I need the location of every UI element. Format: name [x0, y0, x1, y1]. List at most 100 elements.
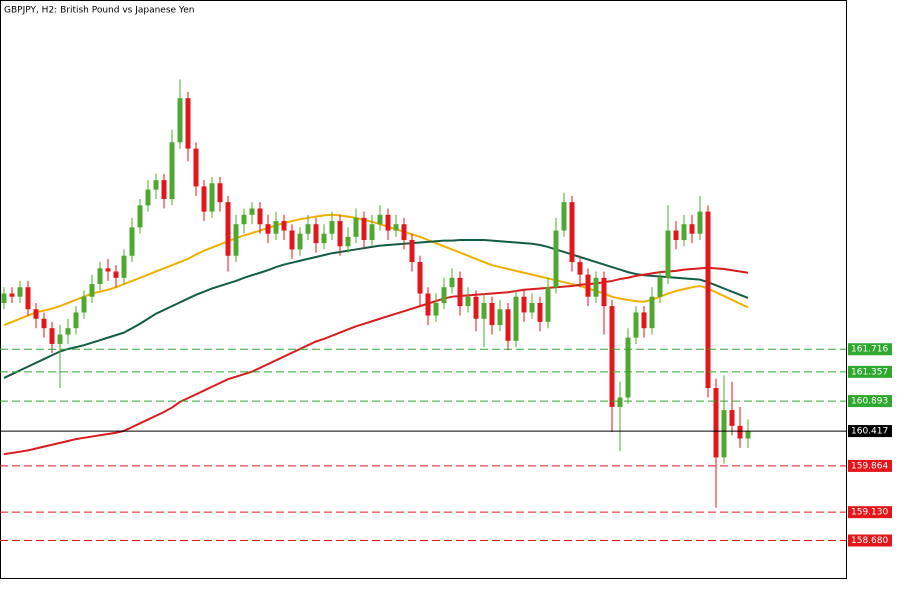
level-label: 160.893	[851, 397, 888, 407]
candle-body	[385, 214, 391, 231]
candle-body	[25, 287, 31, 310]
candle-body	[625, 337, 631, 398]
candle-body	[649, 296, 655, 329]
candle-body	[369, 224, 375, 240]
candle-body	[401, 224, 407, 240]
candle-body	[729, 410, 735, 426]
candle-body	[481, 302, 487, 319]
candle-body	[681, 224, 687, 240]
candle-body	[521, 296, 527, 313]
candle-body	[177, 98, 183, 143]
candle-body	[97, 268, 103, 285]
candle-body	[697, 211, 703, 234]
candle-body	[345, 236, 351, 247]
candle-body	[121, 255, 127, 278]
candle-body	[361, 217, 367, 240]
candle-body	[193, 148, 199, 187]
moving-average-line	[3, 238, 749, 379]
candle-body	[585, 274, 591, 297]
candle-body	[217, 183, 223, 203]
candle-body	[457, 277, 463, 307]
candle-body	[305, 224, 311, 234]
candle-body	[201, 186, 207, 212]
candle-body	[169, 142, 175, 200]
level-label: 159.130	[851, 508, 888, 518]
candle-body	[641, 312, 647, 329]
candle-body	[249, 208, 255, 215]
candle-body	[505, 309, 511, 341]
candle-body	[313, 224, 319, 244]
level-label-box	[848, 395, 892, 408]
candle-body	[353, 217, 359, 237]
candle-body	[609, 306, 615, 407]
level-label-box	[848, 425, 892, 438]
candle-body	[745, 431, 751, 439]
candle-body	[577, 262, 583, 275]
candle-body	[441, 287, 447, 303]
candle-body	[49, 328, 55, 344]
candle-body	[73, 312, 79, 329]
candle-body	[657, 277, 663, 297]
chart-title: GBPJPY, H2: British Pound vs Japanese Ye…	[4, 6, 194, 16]
candle-body	[337, 221, 343, 247]
candle-body	[145, 189, 151, 206]
candle-body	[1, 293, 7, 303]
candle-body	[161, 180, 167, 200]
candle-body	[665, 230, 671, 278]
candle-body	[633, 312, 639, 338]
candle-body	[241, 214, 247, 225]
candle-body	[529, 302, 535, 313]
candle-body	[473, 296, 479, 319]
level-label-box	[848, 343, 892, 356]
level-label-box	[848, 506, 892, 519]
candle-body	[9, 293, 15, 297]
level-label: 159.864	[851, 461, 888, 471]
candle-body	[721, 410, 727, 458]
candle-body	[105, 268, 111, 272]
candle-body	[273, 221, 279, 234]
candle-body	[129, 227, 135, 256]
candle-body	[465, 296, 471, 307]
moving-average-line	[3, 213, 749, 326]
candle-body	[425, 293, 431, 316]
candle-body	[153, 180, 159, 190]
candle-body	[209, 183, 215, 212]
candle-body	[553, 230, 559, 288]
candle-body	[329, 221, 335, 234]
candle-body	[433, 302, 439, 316]
candle-body	[113, 271, 119, 278]
candle-body	[689, 224, 695, 234]
candle-body	[449, 277, 455, 288]
candle-body	[233, 224, 239, 256]
candle-body	[561, 202, 567, 231]
candle-body	[489, 302, 495, 326]
level-label: 158.680	[851, 536, 888, 546]
candle-body	[673, 230, 679, 240]
candle-body	[185, 98, 191, 149]
level-label-box	[848, 365, 892, 378]
moving-average-line	[3, 266, 749, 456]
candle-body	[137, 205, 143, 228]
candle-body	[257, 208, 263, 225]
candle-body	[65, 328, 71, 335]
candle-body	[17, 287, 23, 297]
candle-body	[569, 202, 575, 263]
level-label-box	[848, 534, 892, 547]
candle-body	[545, 287, 551, 322]
candle-body	[713, 388, 719, 458]
candle-body	[617, 397, 623, 407]
level-label-box	[848, 459, 892, 472]
candle-body	[409, 239, 415, 263]
candle-body	[81, 296, 87, 313]
candle-body	[57, 334, 63, 344]
candle-body	[393, 224, 399, 231]
candle-body	[601, 277, 607, 307]
candle-body	[497, 309, 503, 326]
candle-body	[321, 233, 327, 244]
candle-body	[705, 211, 711, 389]
level-label: 160.417	[851, 427, 888, 437]
candle-body	[225, 202, 231, 256]
candle-body	[41, 318, 47, 329]
candle-body	[417, 262, 423, 294]
